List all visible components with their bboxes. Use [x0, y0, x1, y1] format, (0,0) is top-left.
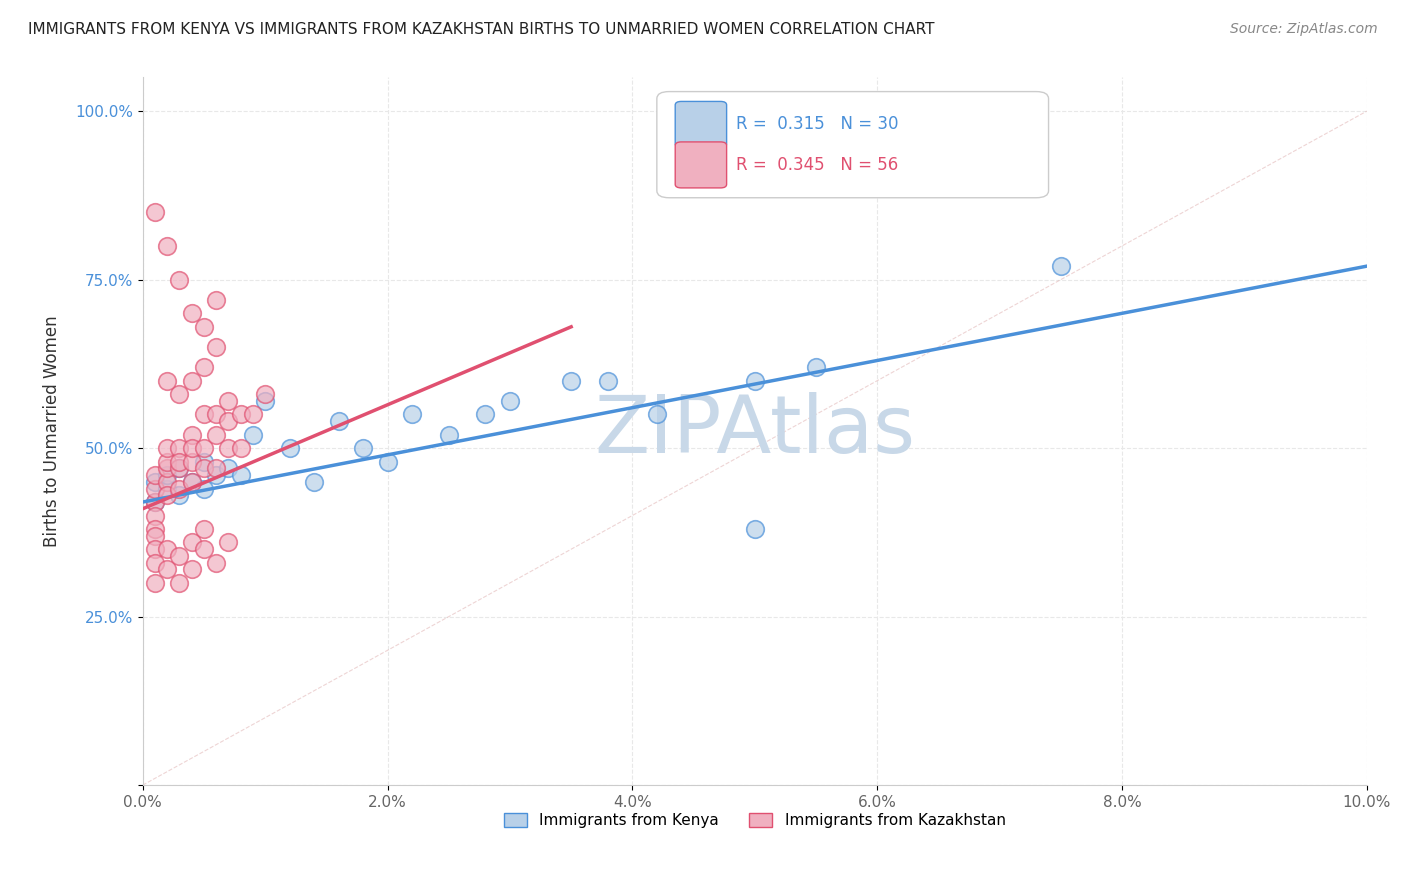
Point	[193, 360, 215, 375]
Text: Source: ZipAtlas.com: Source: ZipAtlas.com	[1230, 22, 1378, 37]
Point	[242, 408, 264, 422]
Point	[401, 408, 423, 422]
Point	[169, 575, 191, 590]
Point	[377, 454, 399, 468]
Point	[143, 508, 166, 523]
Point	[254, 387, 277, 401]
Point	[217, 461, 239, 475]
Point	[156, 482, 179, 496]
Point	[180, 562, 202, 576]
Point	[229, 441, 252, 455]
Point	[156, 562, 179, 576]
Point	[180, 454, 202, 468]
Point	[143, 475, 166, 489]
Point	[156, 454, 179, 468]
Point	[278, 441, 301, 455]
Point	[143, 575, 166, 590]
Point	[744, 522, 766, 536]
Point	[169, 549, 191, 563]
Legend: Immigrants from Kenya, Immigrants from Kazakhstan: Immigrants from Kenya, Immigrants from K…	[498, 806, 1012, 834]
Point	[143, 495, 166, 509]
Point	[156, 441, 179, 455]
FancyBboxPatch shape	[657, 92, 1049, 198]
Point	[143, 522, 166, 536]
Point	[193, 461, 215, 475]
Point	[205, 468, 228, 483]
Point	[169, 482, 191, 496]
Point	[156, 239, 179, 253]
Point	[143, 482, 166, 496]
Point	[205, 427, 228, 442]
Point	[437, 427, 460, 442]
Point	[169, 454, 191, 468]
Point	[229, 408, 252, 422]
Text: R =  0.345   N = 56: R = 0.345 N = 56	[737, 156, 898, 174]
Point	[169, 461, 191, 475]
Text: R =  0.315   N = 30: R = 0.315 N = 30	[737, 115, 898, 134]
Point	[169, 488, 191, 502]
Point	[205, 340, 228, 354]
Point	[143, 495, 166, 509]
Text: ZIPAtlas: ZIPAtlas	[595, 392, 915, 470]
Point	[156, 461, 179, 475]
Point	[169, 441, 191, 455]
Point	[156, 374, 179, 388]
Point	[229, 468, 252, 483]
Point	[143, 468, 166, 483]
Point	[143, 556, 166, 570]
Point	[169, 461, 191, 475]
Point	[804, 360, 827, 375]
Point	[217, 414, 239, 428]
Point	[744, 374, 766, 388]
Point	[217, 535, 239, 549]
Point	[193, 441, 215, 455]
Point	[156, 468, 179, 483]
Point	[169, 272, 191, 286]
Point	[205, 461, 228, 475]
Point	[242, 427, 264, 442]
Point	[560, 374, 582, 388]
Point	[193, 522, 215, 536]
Point	[205, 556, 228, 570]
FancyBboxPatch shape	[675, 142, 727, 188]
Point	[143, 529, 166, 543]
FancyBboxPatch shape	[675, 102, 727, 147]
Point	[596, 374, 619, 388]
Point	[205, 293, 228, 307]
Point	[254, 393, 277, 408]
Point	[180, 535, 202, 549]
Point	[474, 408, 496, 422]
Point	[499, 393, 522, 408]
Point	[645, 408, 668, 422]
Point	[302, 475, 325, 489]
Point	[205, 408, 228, 422]
Point	[328, 414, 350, 428]
Point	[156, 488, 179, 502]
Point	[169, 387, 191, 401]
Point	[193, 408, 215, 422]
Point	[180, 475, 202, 489]
Point	[193, 542, 215, 557]
Point	[180, 374, 202, 388]
Point	[193, 454, 215, 468]
Y-axis label: Births to Unmarried Women: Births to Unmarried Women	[44, 316, 60, 547]
Point	[156, 475, 179, 489]
Point	[193, 482, 215, 496]
Point	[143, 205, 166, 219]
Point	[180, 306, 202, 320]
Point	[156, 542, 179, 557]
Point	[217, 441, 239, 455]
Point	[180, 427, 202, 442]
Point	[180, 475, 202, 489]
Point	[193, 319, 215, 334]
Point	[143, 542, 166, 557]
Point	[1049, 259, 1071, 273]
Text: IMMIGRANTS FROM KENYA VS IMMIGRANTS FROM KAZAKHSTAN BIRTHS TO UNMARRIED WOMEN CO: IMMIGRANTS FROM KENYA VS IMMIGRANTS FROM…	[28, 22, 935, 37]
Point	[352, 441, 374, 455]
Point	[217, 393, 239, 408]
Point	[180, 441, 202, 455]
